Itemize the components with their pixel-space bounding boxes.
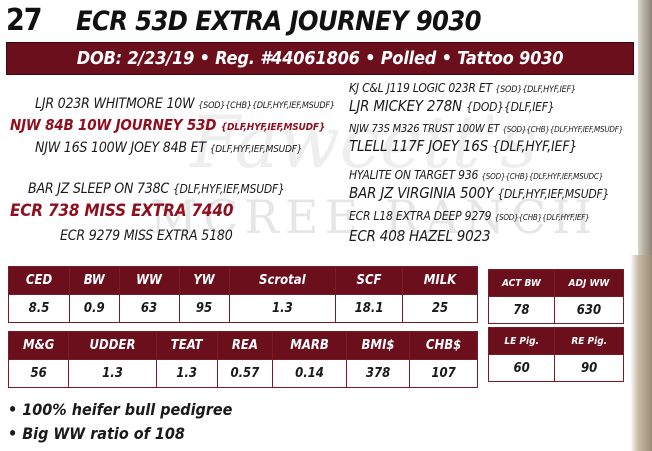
epd-header: MILK bbox=[401, 266, 479, 295]
pigment-values: 60 90 bbox=[487, 354, 624, 382]
pedigree-right-1: KJ C&L J119 LOGIC 023R ET {SOD}{DLF,HYF,… bbox=[349, 81, 576, 95]
pedigree-right-5: HYALITE ON TARGET 936 {SOD}{CHB}{DLF,HYF… bbox=[349, 168, 604, 182]
actual-weights-header: ACT BW ADJ WW bbox=[488, 269, 625, 297]
epd-header: REA bbox=[216, 331, 274, 360]
epd-value: 95 bbox=[178, 294, 230, 323]
pigment-value: 60 bbox=[487, 354, 556, 382]
lot-number: 27 bbox=[6, 3, 43, 38]
highlights-list: • 100% heifer bull pedigree • Big WW rat… bbox=[8, 398, 232, 446]
epd-header: SCF bbox=[335, 266, 403, 295]
pigment-table: LE Pig. RE Pig. 60 90 bbox=[487, 327, 624, 382]
pedigree-right-8: ECR 408 HAZEL 9023 bbox=[349, 227, 491, 245]
actual-header: ACT BW bbox=[488, 269, 555, 297]
epd-header: BMI$ bbox=[345, 331, 411, 360]
actual-weights-table: ACT BW ADJ WW 78 630 bbox=[488, 269, 625, 324]
epd-value: 1.3 bbox=[68, 359, 157, 388]
pedigree-sire-dam-sire: BAR JZ SLEEP ON 738C {DLF,HYF,IEF,MSUDF} bbox=[28, 181, 285, 197]
pedigree-right-3: NJW 73S M326 TRUST 100W ET {SOD}{CHB}{DL… bbox=[349, 122, 624, 135]
epd-header: CHB$ bbox=[409, 331, 478, 360]
actual-header: ADJ WW bbox=[553, 269, 625, 297]
epd-table-2-header: M&G UDDER TEAT REA MARB BMI$ CHB$ bbox=[7, 331, 478, 360]
epd-header: BW bbox=[69, 266, 120, 295]
pedigree-sire-sire-sire: LJR 023R WHITMORE 10W {SOD}{CHB}{DLF,HYF… bbox=[35, 96, 335, 112]
watermark-script: Fawcett's bbox=[190, 100, 538, 184]
bull-name: ECR 53D EXTRA JOURNEY 9030 bbox=[76, 6, 482, 37]
epd-value: 0.9 bbox=[69, 294, 120, 323]
epd-header: YW bbox=[178, 266, 230, 295]
epd-table-1-values: 8.5 0.9 63 95 1.3 18.1 25 bbox=[7, 294, 479, 323]
pedigree-right-6: BAR JZ VIRGINIA 500Y {DLF,HYF,IEF,MSUDF} bbox=[349, 184, 610, 202]
pedigree-right-7: ECR L18 EXTRA DEEP 9279 {SOD}{CHB}{DLF,H… bbox=[349, 209, 590, 223]
pedigree-sire-sire: NJW 84B 10W JOURNEY 53D {DLF,HYF,IEF,MSU… bbox=[10, 116, 326, 134]
pedigree-sire-dam: ECR 738 MISS EXTRA 7440 bbox=[10, 201, 234, 221]
pigment-header: LE Pig. RE Pig. bbox=[487, 327, 624, 355]
actual-weights-values: 78 630 bbox=[488, 296, 625, 324]
highlight-item: • 100% heifer bull pedigree bbox=[8, 400, 233, 419]
actual-value: 630 bbox=[553, 296, 625, 324]
pedigree-sire-sire-dam: NJW 16S 100W JOEY 84B ET {DLF,HYF,IEF,MS… bbox=[35, 140, 303, 156]
pedigree-sire-dam-dam: ECR 9279 MISS EXTRA 5180 bbox=[60, 228, 233, 244]
epd-table-2-values: 56 1.3 1.3 0.57 0.14 378 107 bbox=[7, 359, 478, 388]
epd-table-1-header: CED BW WW YW Scrotal SCF MILK bbox=[7, 266, 479, 295]
pigment-header-cell: LE Pig. bbox=[487, 327, 556, 355]
epd-table-2: M&G UDDER TEAT REA MARB BMI$ CHB$ 56 1.3… bbox=[7, 331, 478, 388]
epd-header: CED bbox=[7, 266, 71, 295]
epd-value: 0.14 bbox=[272, 359, 347, 388]
pigment-header-cell: RE Pig. bbox=[554, 327, 624, 355]
epd-header: TEAT bbox=[155, 331, 218, 360]
epd-value: 25 bbox=[401, 294, 479, 323]
watermark-text: MCREE RANCH bbox=[150, 190, 599, 244]
epd-value: 18.1 bbox=[335, 294, 403, 323]
epd-header: Scrotal bbox=[228, 266, 337, 295]
epd-header: MARB bbox=[272, 331, 347, 360]
epd-table-1: CED BW WW YW Scrotal SCF MILK 8.5 0.9 63… bbox=[7, 266, 479, 323]
epd-value: 8.5 bbox=[7, 294, 71, 323]
epd-value: 107 bbox=[409, 359, 478, 388]
pigment-value: 90 bbox=[554, 354, 624, 382]
background-photo-edge-lower bbox=[630, 255, 652, 451]
pedigree-right-4: TLELL 117F JOEY 16S {DLF,HYF,IEF} bbox=[349, 137, 578, 155]
epd-value: 0.57 bbox=[216, 359, 274, 388]
epd-header: M&G bbox=[7, 331, 70, 360]
info-banner: DOB: 2/23/19 • Reg. #44061806 • Polled •… bbox=[6, 42, 634, 75]
epd-value: 1.3 bbox=[228, 294, 337, 323]
epd-header: UDDER bbox=[68, 331, 157, 360]
pedigree-right-2: LJR MICKEY 278N {DOD}{DLF,IEF} bbox=[349, 97, 555, 115]
epd-header: WW bbox=[118, 266, 180, 295]
epd-value: 63 bbox=[118, 294, 180, 323]
actual-value: 78 bbox=[488, 296, 555, 324]
epd-value: 56 bbox=[7, 359, 70, 388]
highlight-item: • Big WW ratio of 108 bbox=[8, 424, 185, 443]
epd-value: 378 bbox=[345, 359, 411, 388]
epd-value: 1.3 bbox=[155, 359, 218, 388]
